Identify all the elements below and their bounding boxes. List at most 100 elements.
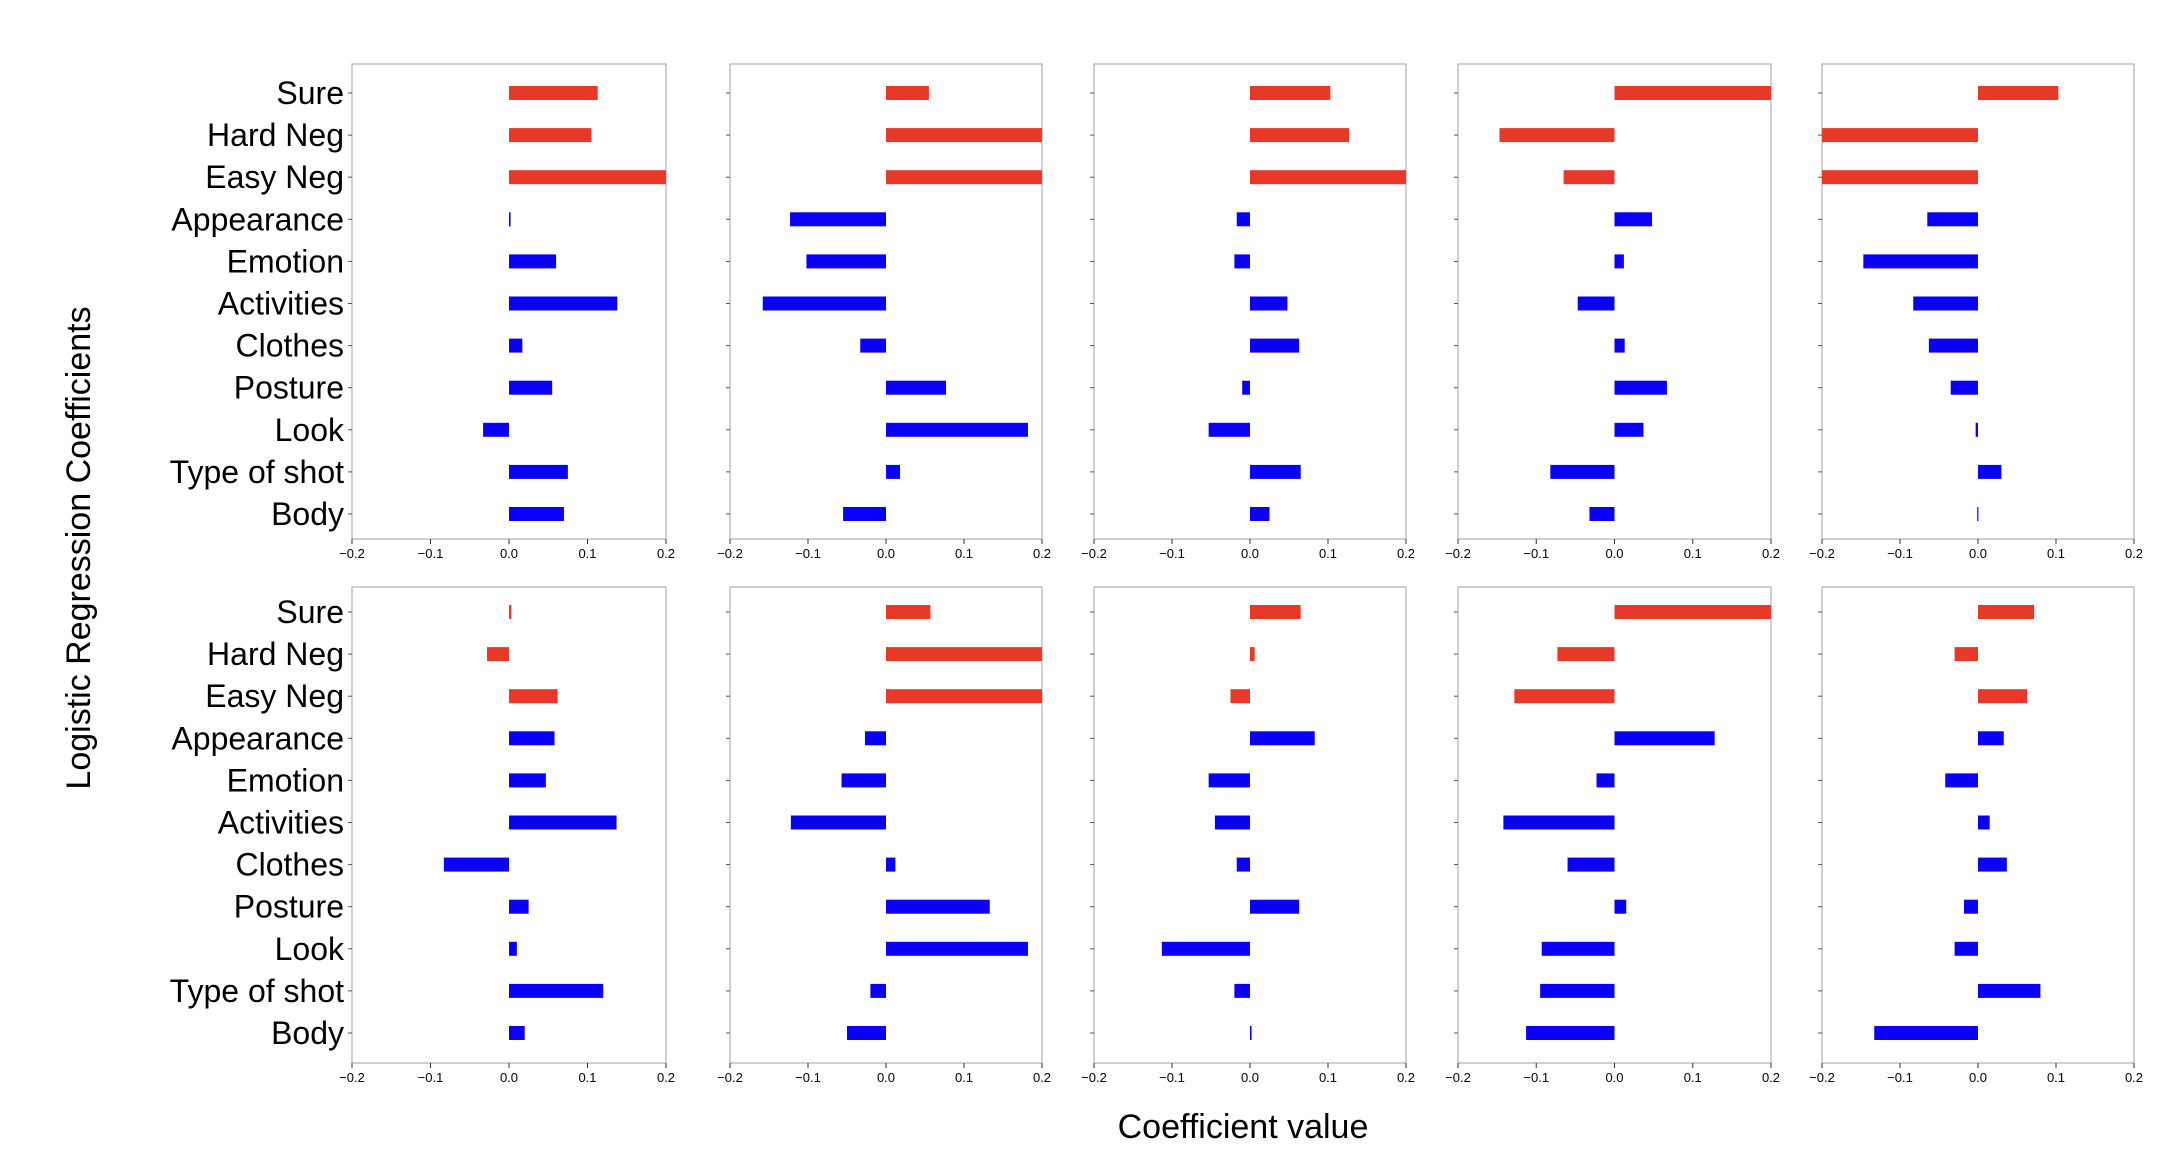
bar-hard-neg [487, 647, 509, 662]
bar-appearance [1250, 731, 1315, 746]
category-label: Posture [234, 370, 344, 406]
bar-look [886, 422, 1028, 437]
bar-type-of-shot [870, 983, 886, 998]
bar-appearance [509, 731, 555, 746]
bar-emotion [509, 773, 546, 788]
bar-sure [1978, 86, 2059, 100]
bar-easy-neg [886, 170, 1042, 185]
bar-look [1614, 422, 1644, 437]
bar-look [1161, 941, 1250, 956]
bar-activities [1214, 815, 1250, 830]
category-label: Emotion [227, 762, 344, 798]
panel-r2-c4: −0.2 −0.1 0.0 0.1 0.2 [1445, 586, 1780, 1085]
bar-type-of-shot [509, 983, 604, 998]
bar-hard-neg [1822, 128, 1978, 143]
bar-easy-neg [1822, 170, 1978, 185]
bar-body [843, 507, 886, 521]
bar-hard-neg [1557, 647, 1615, 662]
x-tick-label: 0.0 [1241, 1070, 1259, 1085]
bar-posture [1963, 899, 1978, 914]
bar-appearance [864, 731, 886, 746]
bar-sure [1614, 86, 1771, 100]
bar-type-of-shot [1978, 983, 2041, 998]
panel-r1-c1: −0.2 −0.1 0.0 0.1 0.2 Sure Hard Neg Easy Neg App… [170, 63, 675, 561]
bar-activities [1913, 296, 1978, 311]
bar-hard-neg [886, 128, 1042, 143]
bar-posture [509, 380, 553, 395]
bar-clothes [886, 857, 896, 872]
category-label: Clothes [236, 847, 345, 883]
bar-hard-neg [1954, 647, 1978, 662]
bar-body [1589, 507, 1615, 521]
x-tick-label: 0.0 [500, 546, 518, 561]
x-tick-label: −0.1 [1159, 1070, 1185, 1085]
category-label: Hard Neg [207, 117, 344, 153]
bar-look [1975, 422, 1978, 437]
x-tick-label: −0.2 [717, 1070, 743, 1085]
bar-posture [1950, 380, 1978, 395]
bar-clothes [509, 338, 523, 353]
bar-look [1954, 941, 1978, 956]
x-tick-label: −0.1 [1887, 546, 1913, 561]
bar-body [1526, 1026, 1615, 1040]
bar-sure [1250, 86, 1331, 100]
x-tick-label: −0.2 [1081, 1070, 1107, 1085]
bar-type-of-shot [886, 464, 901, 479]
bar-clothes [1567, 857, 1615, 872]
bar-activities [509, 815, 617, 830]
x-tick-label: 0.0 [1241, 546, 1259, 561]
x-tick-label: −0.2 [1445, 1070, 1471, 1085]
bar-activities [1503, 815, 1615, 830]
category-label: Emotion [227, 243, 344, 279]
x-tick-label: −0.1 [1523, 546, 1549, 561]
bar-activities [1577, 296, 1615, 311]
x-tick-label: −0.2 [339, 546, 365, 561]
panel-r1-c4: −0.2 −0.1 0.0 0.1 0.2 [1445, 63, 1780, 561]
bar-clothes [1614, 338, 1625, 353]
category-label: Sure [276, 594, 344, 630]
x-tick-label: −0.2 [1809, 546, 1835, 561]
bar-body [1250, 1026, 1252, 1040]
panel-r1-c5: −0.2 −0.1 0.0 0.1 0.2 [1809, 63, 2143, 561]
x-tick-label: −0.1 [1887, 1070, 1913, 1085]
bar-appearance [509, 212, 511, 227]
bar-body [847, 1026, 886, 1040]
category-label: Look [275, 412, 345, 448]
category-label: Hard Neg [207, 636, 344, 672]
bar-type-of-shot [509, 464, 568, 479]
category-label: Easy Neg [205, 678, 344, 714]
bar-body [509, 1026, 525, 1040]
x-tick-label: 0.1 [1319, 1070, 1337, 1085]
bar-look [1208, 422, 1250, 437]
category-label: Posture [234, 889, 344, 925]
bar-sure [886, 86, 929, 100]
category-label: Look [275, 931, 345, 967]
bar-clothes [1236, 857, 1250, 872]
x-axis-title: Coefficient value [1118, 1108, 1369, 1146]
x-tick-label: 0.2 [1397, 546, 1415, 561]
bar-clothes [443, 857, 509, 872]
x-tick-label: −0.1 [795, 1070, 821, 1085]
bar-posture [1614, 380, 1667, 395]
bar-posture [886, 380, 947, 395]
bar-body [1874, 1026, 1978, 1040]
y-axis-title: Logistic Regression Coefficients [60, 306, 98, 789]
bar-hard-neg [886, 647, 1042, 662]
x-tick-label: 0.0 [1605, 1070, 1623, 1085]
bar-hard-neg [1250, 647, 1255, 662]
x-tick-label: 0.0 [877, 546, 895, 561]
bar-emotion [1596, 773, 1615, 788]
x-tick-label: 0.1 [578, 1070, 596, 1085]
bar-type-of-shot [1550, 464, 1615, 479]
bar-easy-neg [509, 170, 666, 185]
bar-hard-neg [1499, 128, 1615, 143]
bar-posture [1614, 899, 1627, 914]
bar-clothes [1928, 338, 1978, 353]
bar-appearance [1236, 212, 1250, 227]
bar-sure [509, 605, 512, 619]
bar-emotion [806, 254, 886, 269]
bar-emotion [1945, 773, 1978, 788]
category-label: Type of shot [170, 973, 344, 1009]
x-tick-label: −0.1 [795, 546, 821, 561]
category-label: Body [271, 496, 344, 532]
